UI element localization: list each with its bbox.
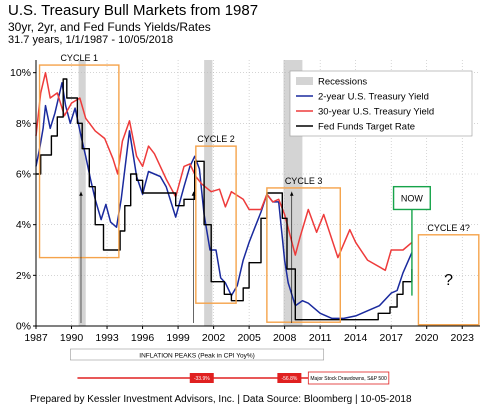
cycle-label: CYCLE 3 bbox=[285, 176, 323, 186]
legend-entry: Recessions bbox=[318, 77, 367, 88]
y-tick-label: 6% bbox=[16, 169, 31, 181]
2-year-u-s-treasury-yield-line bbox=[35, 82, 413, 320]
chart-date-range: 31.7 years, 1/1/1987 - 10/05/2018 bbox=[8, 34, 174, 46]
inflation-peak-arrowhead bbox=[79, 191, 83, 196]
inflation-peak-arrowhead bbox=[289, 191, 294, 196]
drawdown-legend-box bbox=[307, 371, 390, 385]
now-box bbox=[392, 185, 431, 211]
legend-swatch bbox=[296, 77, 313, 85]
x-tick-label: 2017 bbox=[380, 332, 404, 344]
x-tick-label: 2005 bbox=[237, 332, 261, 344]
cycle-4-question-mark: ? bbox=[444, 272, 453, 289]
drawdown-value: -33.9% bbox=[194, 376, 210, 382]
y-tick-label: 0% bbox=[16, 321, 31, 333]
cycle-box bbox=[417, 234, 480, 326]
cycle-label: CYCLE 2 bbox=[197, 134, 235, 144]
drawdown-marker bbox=[189, 373, 214, 383]
x-tick-label: 2014 bbox=[344, 332, 368, 344]
fed-funds-target-rate-line bbox=[36, 78, 413, 321]
cycle-box bbox=[38, 64, 120, 259]
y-tick-label: 8% bbox=[16, 118, 31, 130]
drawdown-legend-label: Major Stock Drawdowns, S&P 500 bbox=[310, 376, 387, 382]
now-label: NOW bbox=[401, 194, 424, 204]
y-tick-label: 4% bbox=[16, 219, 31, 231]
footer-source: Prepared by Kessler Investment Advisors,… bbox=[30, 394, 412, 405]
inflation-peaks-box bbox=[70, 348, 325, 361]
chart-subtitle: 30yr, 2yr, and Fed Funds Yields/Rates bbox=[8, 20, 211, 34]
y-tick-label: 2% bbox=[16, 270, 31, 282]
cycle-label: CYCLE 4? bbox=[427, 223, 470, 233]
recession-band bbox=[204, 60, 213, 326]
cycle-box bbox=[266, 187, 341, 323]
x-tick-label: 1996 bbox=[131, 332, 155, 344]
legend-entry: 30-year U.S. Treasury Yield bbox=[318, 107, 434, 118]
drawdown-marker bbox=[277, 373, 302, 383]
x-tick-label: 2002 bbox=[202, 332, 226, 344]
x-tick-label: 2008 bbox=[273, 332, 297, 344]
recession-band bbox=[78, 60, 86, 326]
cycle-label: CYCLE 1 bbox=[60, 53, 98, 63]
x-tick-label: 1999 bbox=[166, 332, 190, 344]
inflation-peaks-label: INFLATION PEAKS (Peak in CPI Yoy%) bbox=[139, 353, 254, 360]
x-tick-label: 2020 bbox=[415, 332, 439, 344]
x-tick-label: 1990 bbox=[60, 332, 84, 344]
legend-box bbox=[289, 70, 473, 137]
drawdown-value: -56.8% bbox=[281, 376, 297, 382]
30-year-u-s-treasury-yield-line bbox=[35, 71, 413, 272]
legend-entry: Fed Funds Target Rate bbox=[318, 122, 415, 133]
chart-title: U.S. Treasury Bull Markets from 1987 bbox=[8, 2, 259, 19]
legend-entry: 2-year U.S. Treasury Yield bbox=[318, 92, 429, 103]
inflation-peak-arrowhead bbox=[191, 191, 196, 196]
x-tick-label: 1993 bbox=[95, 332, 119, 344]
cycle-box bbox=[195, 145, 237, 304]
x-tick-label: 2011 bbox=[309, 332, 332, 344]
x-tick-label: 1987 bbox=[24, 332, 48, 344]
x-tick-label: 2023 bbox=[451, 332, 475, 344]
y-tick-label: 10% bbox=[10, 67, 31, 79]
